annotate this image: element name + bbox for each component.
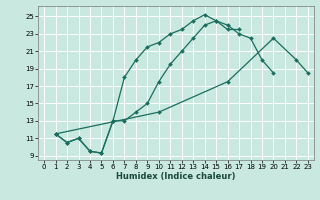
X-axis label: Humidex (Indice chaleur): Humidex (Indice chaleur) — [116, 172, 236, 181]
